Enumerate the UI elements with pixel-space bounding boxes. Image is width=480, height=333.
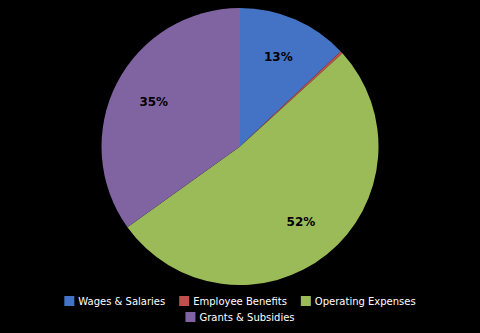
legend-item: Grants & Subsidies bbox=[185, 312, 294, 323]
data-label: 35% bbox=[139, 95, 168, 109]
data-label: 52% bbox=[287, 215, 316, 229]
legend-swatch bbox=[179, 296, 189, 306]
legend-swatch bbox=[185, 312, 195, 322]
legend-item: Employee Benefits bbox=[179, 296, 287, 307]
data-labels: 13% 52% 35% bbox=[139, 50, 315, 228]
legend-label: Operating Expenses bbox=[315, 296, 416, 307]
chart-container: Wages & Salaries Employee Benefits Operati… bbox=[0, 0, 480, 333]
data-label: 13% bbox=[264, 50, 293, 64]
slices bbox=[102, 8, 379, 285]
legend-swatch bbox=[64, 296, 74, 306]
legend-item: Wages & Salaries bbox=[64, 296, 165, 307]
pie-slice bbox=[102, 8, 241, 227]
legend-label: Wages & Salaries bbox=[78, 296, 165, 307]
legend-swatch bbox=[301, 296, 311, 306]
chart: Wages & Salaries Employee Benefits Operati… bbox=[0, 0, 480, 333]
legend-label: Employee Benefits bbox=[193, 296, 287, 307]
legend: Wages & Salaries Employee Benefits Operati… bbox=[64, 296, 415, 323]
legend-label: Grants & Subsidies bbox=[199, 312, 294, 323]
legend-item: Operating Expenses bbox=[301, 296, 416, 307]
background bbox=[0, 0, 480, 333]
